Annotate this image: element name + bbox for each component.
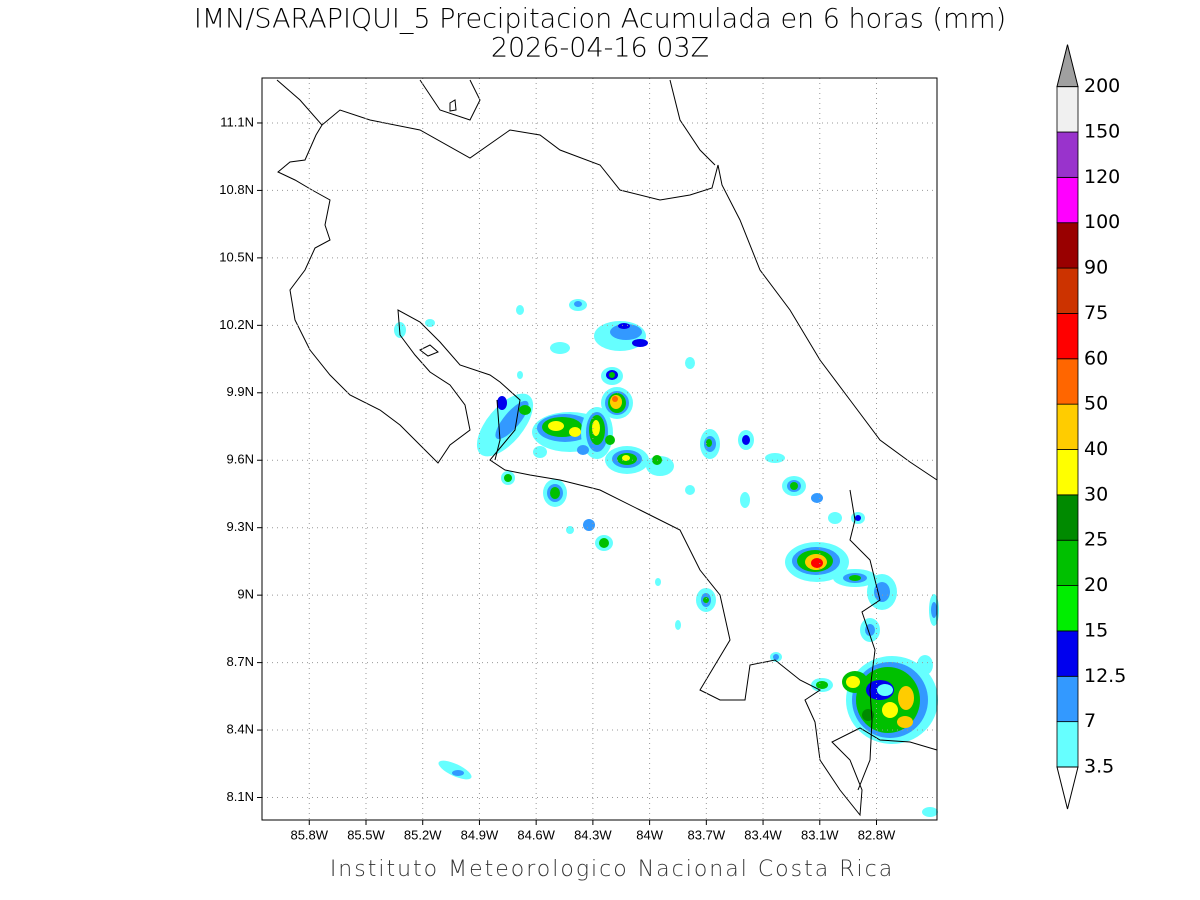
colorbar-under — [1056, 766, 1079, 810]
colorbar-box — [1056, 86, 1079, 133]
x-tick-label: 84.3W — [574, 827, 612, 842]
precipitation-field — [394, 299, 939, 817]
colorbar-box — [1056, 585, 1079, 632]
colorbar-label: 50 — [1084, 393, 1108, 415]
y-tick-label: 8.4N — [227, 721, 254, 736]
colorbar-box — [1056, 630, 1079, 677]
colorbar-box — [1056, 131, 1079, 178]
footer: Instituto Meteorologico Nacional Costa R… — [330, 857, 894, 882]
colorbar-box — [1056, 176, 1079, 224]
colorbar-box — [1056, 267, 1079, 314]
y-tick-label: 10.2N — [219, 317, 254, 332]
coastlines — [276, 79, 938, 817]
colorbar-label: 40 — [1084, 438, 1108, 460]
colorbar-label: 75 — [1084, 302, 1108, 324]
colorbar-label: 150 — [1084, 121, 1120, 143]
colorbar-label: 60 — [1084, 347, 1108, 369]
colorbar: 3.5 7 12.5 15 20 25 30 40 50 60 75 90 100 120 150 200 — [1056, 44, 1126, 810]
colorbar-label: 100 — [1084, 211, 1120, 233]
x-tick-label: 84.6W — [517, 827, 555, 842]
title-line: IMN/SARAPIQUI_5 Precipitacion Acumulada … — [194, 4, 1006, 35]
y-tick-label: 9.9N — [227, 384, 254, 399]
colorbar-box — [1056, 222, 1079, 269]
x-tick-label: 83.1W — [801, 827, 839, 842]
colorbar-label: 25 — [1084, 529, 1108, 551]
y-tick-label: 11.1N — [220, 114, 254, 129]
x-tick-label: 82.8W — [858, 827, 896, 842]
x-tick-label: 83.7W — [688, 827, 726, 842]
colorbar-label: 200 — [1084, 75, 1120, 97]
map-frame — [261, 77, 938, 821]
colorbar-box — [1056, 675, 1079, 723]
colorbar-label: 7 — [1084, 710, 1096, 732]
colorbar-box — [1056, 539, 1079, 586]
colorbar-box — [1056, 494, 1079, 541]
colorbar-label: 20 — [1084, 574, 1108, 596]
x-tick-label: 84.9W — [461, 827, 499, 842]
colorbar-label: 15 — [1084, 619, 1108, 641]
y-tick-label: 10.5N — [219, 249, 254, 264]
y-tick-label: 9N — [237, 587, 254, 602]
y-tick-label: 10.8N — [219, 182, 254, 197]
y-tick-label: 8.7N — [227, 654, 254, 669]
title-line: 2026-04-16 03Z — [491, 33, 709, 64]
colorbar-over — [1056, 44, 1079, 88]
colorbar-box — [1056, 449, 1079, 496]
x-tick-label: 84W — [636, 827, 663, 842]
colorbar-box — [1056, 358, 1079, 405]
colorbar-label: 120 — [1084, 166, 1120, 188]
colorbar-label: 30 — [1084, 483, 1108, 505]
axes: 85.8W 85.5W 85.2W 84.9W 84.6W 84.3W 84W 83.7W 83… — [219, 78, 937, 842]
x-tick-label: 85.5W — [347, 827, 385, 842]
colorbar-label: 3.5 — [1084, 756, 1114, 778]
y-tick-label: 8.1N — [227, 789, 254, 804]
y-tick-label: 9.6N — [227, 452, 254, 467]
colorbar-box — [1056, 403, 1079, 450]
x-tick-label: 85.8W — [290, 827, 328, 842]
colorbar-label: 90 — [1084, 257, 1108, 279]
x-tick-label: 83.4W — [744, 827, 782, 842]
y-tick-label: 9.3N — [227, 519, 254, 534]
colorbar-box — [1056, 313, 1079, 360]
colorbar-label: 12.5 — [1084, 665, 1126, 687]
colorbar-box — [1056, 721, 1079, 768]
x-tick-label: 85.2W — [404, 827, 442, 842]
